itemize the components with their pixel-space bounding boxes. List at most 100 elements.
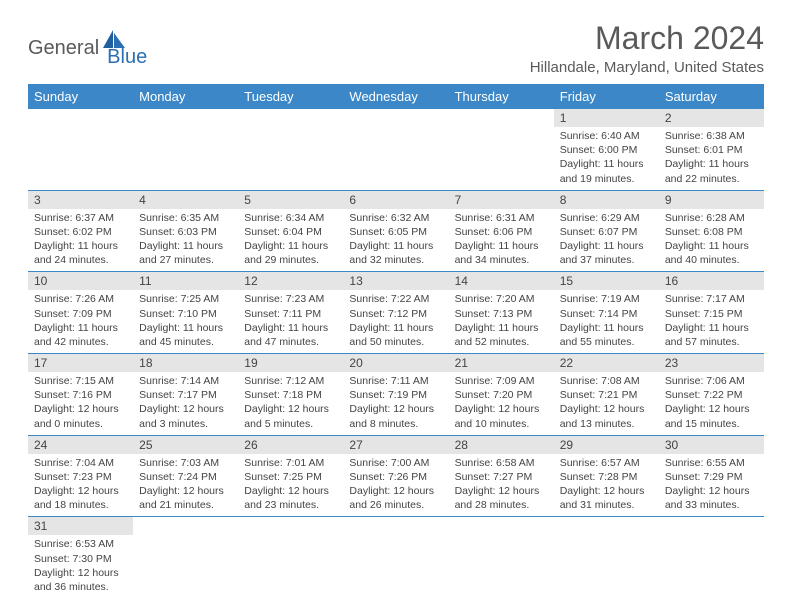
logo: General Blue: [28, 28, 147, 69]
day-details: Sunrise: 6:53 AMSunset: 7:30 PMDaylight:…: [28, 535, 133, 598]
day-number: 7: [449, 191, 554, 209]
day-details: Sunrise: 6:32 AMSunset: 6:05 PMDaylight:…: [343, 209, 448, 272]
day-number: 2: [659, 109, 764, 127]
day-number: 22: [554, 354, 659, 372]
day-details: Sunrise: 6:28 AMSunset: 6:08 PMDaylight:…: [659, 209, 764, 272]
calendar-day-cell: 5Sunrise: 6:34 AMSunset: 6:04 PMDaylight…: [238, 190, 343, 272]
calendar-day-cell: [343, 517, 448, 598]
day-number: 29: [554, 436, 659, 454]
calendar-day-cell: 25Sunrise: 7:03 AMSunset: 7:24 PMDayligh…: [133, 435, 238, 517]
calendar-week-row: 24Sunrise: 7:04 AMSunset: 7:23 PMDayligh…: [28, 435, 764, 517]
calendar-day-cell: 31Sunrise: 6:53 AMSunset: 7:30 PMDayligh…: [28, 517, 133, 598]
day-number: 27: [343, 436, 448, 454]
day-number: 14: [449, 272, 554, 290]
day-details: Sunrise: 7:12 AMSunset: 7:18 PMDaylight:…: [238, 372, 343, 435]
day-details: Sunrise: 6:37 AMSunset: 6:02 PMDaylight:…: [28, 209, 133, 272]
day-number: 15: [554, 272, 659, 290]
day-number: 25: [133, 436, 238, 454]
day-number: 9: [659, 191, 764, 209]
calendar-day-cell: 7Sunrise: 6:31 AMSunset: 6:06 PMDaylight…: [449, 190, 554, 272]
day-number: 31: [28, 517, 133, 535]
calendar-day-cell: 23Sunrise: 7:06 AMSunset: 7:22 PMDayligh…: [659, 354, 764, 436]
logo-text-general: General: [28, 37, 99, 60]
calendar-day-cell: 15Sunrise: 7:19 AMSunset: 7:14 PMDayligh…: [554, 272, 659, 354]
day-number: 8: [554, 191, 659, 209]
calendar-day-cell: [133, 517, 238, 598]
calendar-day-cell: 21Sunrise: 7:09 AMSunset: 7:20 PMDayligh…: [449, 354, 554, 436]
day-details: Sunrise: 7:04 AMSunset: 7:23 PMDaylight:…: [28, 454, 133, 517]
calendar-week-row: 10Sunrise: 7:26 AMSunset: 7:09 PMDayligh…: [28, 272, 764, 354]
day-number: 26: [238, 436, 343, 454]
day-details: Sunrise: 6:55 AMSunset: 7:29 PMDaylight:…: [659, 454, 764, 517]
day-details: Sunrise: 7:09 AMSunset: 7:20 PMDaylight:…: [449, 372, 554, 435]
calendar-day-cell: [343, 109, 448, 190]
title-block: March 2024 Hillandale, Maryland, United …: [530, 20, 764, 76]
day-details: Sunrise: 6:29 AMSunset: 6:07 PMDaylight:…: [554, 209, 659, 272]
logo-text-blue: Blue: [107, 46, 147, 69]
day-number: 30: [659, 436, 764, 454]
day-details: Sunrise: 7:03 AMSunset: 7:24 PMDaylight:…: [133, 454, 238, 517]
day-number: 6: [343, 191, 448, 209]
day-number: 18: [133, 354, 238, 372]
calendar-day-cell: [28, 109, 133, 190]
calendar-day-cell: 14Sunrise: 7:20 AMSunset: 7:13 PMDayligh…: [449, 272, 554, 354]
day-number: 1: [554, 109, 659, 127]
day-details: Sunrise: 7:26 AMSunset: 7:09 PMDaylight:…: [28, 290, 133, 353]
day-number: 23: [659, 354, 764, 372]
day-number: 5: [238, 191, 343, 209]
calendar-day-cell: 28Sunrise: 6:58 AMSunset: 7:27 PMDayligh…: [449, 435, 554, 517]
day-details: Sunrise: 7:20 AMSunset: 7:13 PMDaylight:…: [449, 290, 554, 353]
calendar-day-cell: 26Sunrise: 7:01 AMSunset: 7:25 PMDayligh…: [238, 435, 343, 517]
calendar-week-row: 17Sunrise: 7:15 AMSunset: 7:16 PMDayligh…: [28, 354, 764, 436]
day-details: Sunrise: 6:35 AMSunset: 6:03 PMDaylight:…: [133, 209, 238, 272]
day-details: Sunrise: 7:17 AMSunset: 7:15 PMDaylight:…: [659, 290, 764, 353]
calendar-day-cell: 17Sunrise: 7:15 AMSunset: 7:16 PMDayligh…: [28, 354, 133, 436]
day-details: Sunrise: 6:38 AMSunset: 6:01 PMDaylight:…: [659, 127, 764, 190]
day-number: 20: [343, 354, 448, 372]
weekday-header: Tuesday: [238, 84, 343, 109]
calendar-day-cell: 27Sunrise: 7:00 AMSunset: 7:26 PMDayligh…: [343, 435, 448, 517]
weekday-header: Friday: [554, 84, 659, 109]
calendar-day-cell: 24Sunrise: 7:04 AMSunset: 7:23 PMDayligh…: [28, 435, 133, 517]
day-details: Sunrise: 6:57 AMSunset: 7:28 PMDaylight:…: [554, 454, 659, 517]
calendar-day-cell: [554, 517, 659, 598]
calendar-day-cell: [449, 109, 554, 190]
calendar-week-row: 31Sunrise: 6:53 AMSunset: 7:30 PMDayligh…: [28, 517, 764, 598]
calendar-week-row: 1Sunrise: 6:40 AMSunset: 6:00 PMDaylight…: [28, 109, 764, 190]
weekday-header: Sunday: [28, 84, 133, 109]
calendar-day-cell: 29Sunrise: 6:57 AMSunset: 7:28 PMDayligh…: [554, 435, 659, 517]
day-details: Sunrise: 7:19 AMSunset: 7:14 PMDaylight:…: [554, 290, 659, 353]
day-number: 28: [449, 436, 554, 454]
calendar-day-cell: 13Sunrise: 7:22 AMSunset: 7:12 PMDayligh…: [343, 272, 448, 354]
calendar-day-cell: [238, 517, 343, 598]
calendar-day-cell: [238, 109, 343, 190]
calendar-day-cell: 30Sunrise: 6:55 AMSunset: 7:29 PMDayligh…: [659, 435, 764, 517]
day-details: Sunrise: 7:01 AMSunset: 7:25 PMDaylight:…: [238, 454, 343, 517]
day-details: Sunrise: 7:11 AMSunset: 7:19 PMDaylight:…: [343, 372, 448, 435]
day-details: Sunrise: 6:40 AMSunset: 6:00 PMDaylight:…: [554, 127, 659, 190]
calendar-body: 1Sunrise: 6:40 AMSunset: 6:00 PMDaylight…: [28, 109, 764, 598]
day-number: 19: [238, 354, 343, 372]
calendar-day-cell: 10Sunrise: 7:26 AMSunset: 7:09 PMDayligh…: [28, 272, 133, 354]
calendar-day-cell: [133, 109, 238, 190]
calendar-day-cell: 18Sunrise: 7:14 AMSunset: 7:17 PMDayligh…: [133, 354, 238, 436]
day-number: 13: [343, 272, 448, 290]
day-number: 3: [28, 191, 133, 209]
calendar-week-row: 3Sunrise: 6:37 AMSunset: 6:02 PMDaylight…: [28, 190, 764, 272]
calendar-day-cell: 3Sunrise: 6:37 AMSunset: 6:02 PMDaylight…: [28, 190, 133, 272]
day-details: Sunrise: 6:34 AMSunset: 6:04 PMDaylight:…: [238, 209, 343, 272]
day-details: Sunrise: 6:31 AMSunset: 6:06 PMDaylight:…: [449, 209, 554, 272]
calendar-table: Sunday Monday Tuesday Wednesday Thursday…: [28, 84, 764, 598]
day-details: Sunrise: 6:58 AMSunset: 7:27 PMDaylight:…: [449, 454, 554, 517]
day-number: 21: [449, 354, 554, 372]
weekday-header: Monday: [133, 84, 238, 109]
month-title: March 2024: [530, 20, 764, 57]
day-number: 24: [28, 436, 133, 454]
calendar-day-cell: 16Sunrise: 7:17 AMSunset: 7:15 PMDayligh…: [659, 272, 764, 354]
day-details: Sunrise: 7:15 AMSunset: 7:16 PMDaylight:…: [28, 372, 133, 435]
calendar-day-cell: 6Sunrise: 6:32 AMSunset: 6:05 PMDaylight…: [343, 190, 448, 272]
weekday-header-row: Sunday Monday Tuesday Wednesday Thursday…: [28, 84, 764, 109]
day-details: Sunrise: 7:00 AMSunset: 7:26 PMDaylight:…: [343, 454, 448, 517]
calendar-day-cell: 19Sunrise: 7:12 AMSunset: 7:18 PMDayligh…: [238, 354, 343, 436]
day-number: 12: [238, 272, 343, 290]
